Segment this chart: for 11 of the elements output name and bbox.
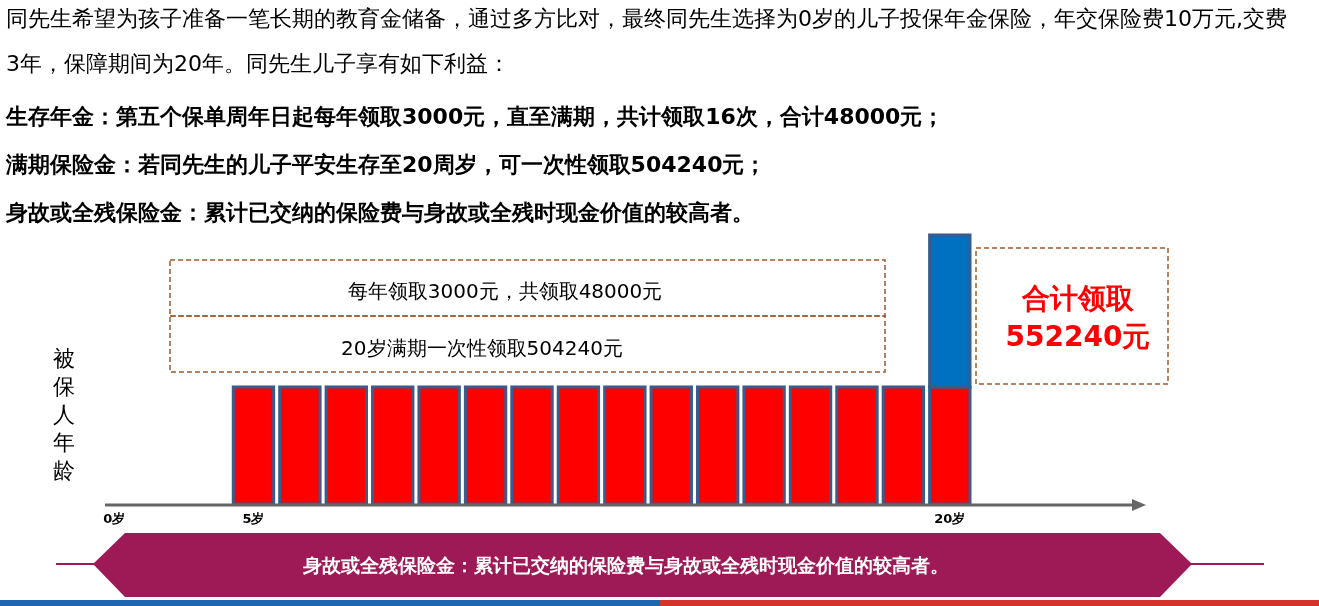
text: 合计领取552240元 bbox=[1005, 282, 1151, 353]
x-tick-label: 0岁 bbox=[103, 511, 126, 526]
text: 身故或全残保险金：累计已交纳的保险费与身故或全残时现金价值的较高者。 bbox=[5, 200, 754, 225]
x-tick-label: 5岁 bbox=[242, 511, 265, 526]
annotation: 每年领取3000元，共领取48000元 bbox=[347, 279, 663, 303]
x-tick-label: 20岁 bbox=[934, 511, 966, 526]
text: 满期保险金：若同先生的儿子平安生存至20周岁，可一次性领取504240元； bbox=[5, 152, 767, 177]
text: 生存年金：第五个保单周年日起每年领取3000元，直至满期，共计领取16次，合计48000元； bbox=[5, 104, 945, 129]
annotation: 20岁满期一次性领取504240元 bbox=[341, 336, 623, 360]
y-axis-title: 被保人年龄 bbox=[53, 346, 75, 483]
text: 同先生希望为孩子准备一笔长期的教育金储备，通过多方比对，最终同先生选择为0岁的儿子投保年金保险，年交保险费10万元,交费3年，保障期间为20年。同先生儿子享有如下利益： bbox=[6, 6, 1287, 76]
